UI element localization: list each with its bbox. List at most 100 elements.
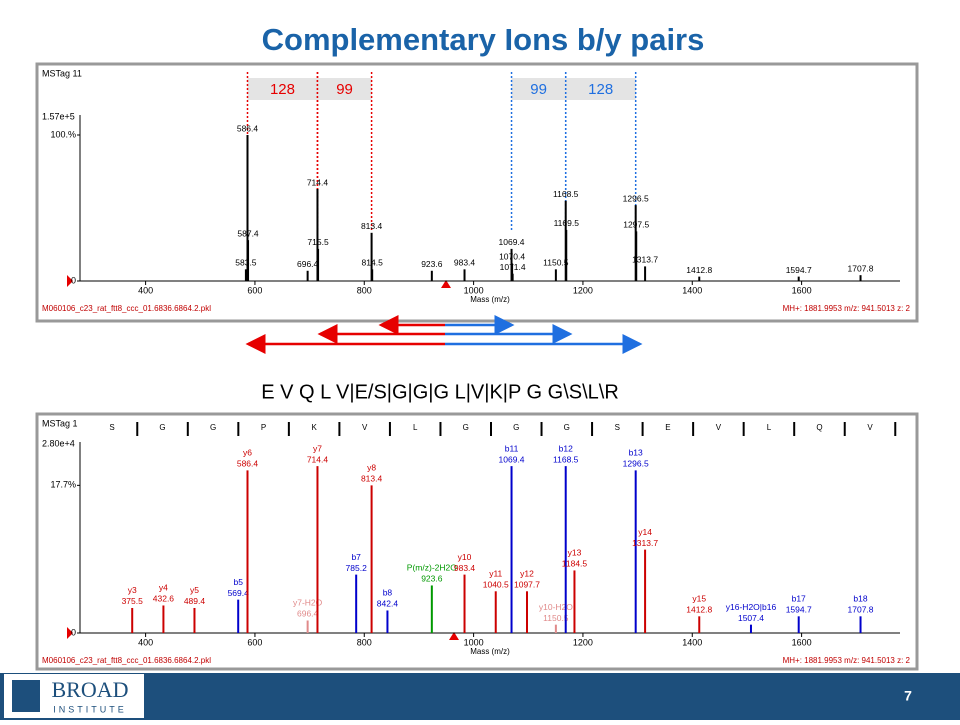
peak-label: 1069.4 [499, 454, 525, 464]
precursor-marker [449, 632, 459, 640]
y-max-label: 1.57e+5 [42, 111, 75, 121]
peak-label: 1707.8 [848, 605, 874, 615]
peak-label: 489.4 [184, 596, 206, 606]
peak-label: 1412.8 [686, 605, 712, 615]
ion-label: y7-H2O [293, 598, 323, 608]
gap-label: 99 [336, 81, 353, 98]
peak-label: 1594.7 [786, 605, 812, 615]
residue: G [159, 423, 165, 432]
x-axis-label: Mass (m/z) [470, 295, 510, 304]
peak-label: 1097.7 [514, 580, 540, 590]
x-tick-label: 1200 [573, 637, 593, 647]
x-tick-label: 1000 [464, 637, 484, 647]
peak-label: 983.4 [454, 563, 476, 573]
peak-label: 1297.5 [623, 220, 649, 230]
peak-label: 1507.4 [738, 613, 764, 623]
ion-label: y10 [458, 552, 472, 562]
peak-label: 813.4 [361, 221, 383, 231]
peak-label: 714.4 [307, 454, 329, 464]
y-tick-label: 100.% [50, 129, 76, 139]
slide-title: Complementary Ions b/y pairs [262, 22, 705, 57]
ion-label: y13 [568, 548, 582, 558]
logo-name: BROAD [51, 677, 128, 702]
peak-label: 715.5 [307, 237, 329, 247]
x-tick-label: 600 [247, 285, 262, 295]
ion-label: y8 [367, 463, 376, 473]
ion-label: y7 [313, 443, 322, 453]
peak-label: 785.2 [346, 563, 368, 573]
peak-label: 1296.5 [623, 459, 649, 469]
ion-label: b8 [383, 588, 393, 598]
peak-label: 1150.5 [543, 258, 569, 268]
residue: V [716, 423, 722, 432]
peak-label: 923.6 [421, 574, 443, 584]
residue: G [463, 423, 469, 432]
peak-label: 1184.5 [562, 559, 588, 569]
peak-label: 586.4 [237, 123, 259, 133]
residue: S [615, 423, 620, 432]
ion-label: b7 [351, 552, 361, 562]
spectrum-header: MSTag 11 [42, 68, 82, 78]
peak-label: 586.4 [237, 459, 259, 469]
peak-label: 1296.5 [623, 193, 649, 203]
x-tick-label: 800 [357, 285, 372, 295]
y-max-label: 2.80e+4 [42, 438, 75, 448]
ion-label: y16-H2O|b16 [726, 602, 777, 612]
peak-label: 1069.4 [499, 237, 525, 247]
precursor-info: MH+: 1881.9953 m/z: 941.5013 z: 2 [783, 656, 911, 665]
x-tick-label: 400 [138, 637, 153, 647]
peak-label: 1169.5 [554, 218, 580, 228]
residue: E [665, 423, 670, 432]
spectrum-frame [35, 412, 919, 671]
peptide-sequence: E V Q L V|E/S|G|G|G L|V|K|P G G\S\L\R [261, 381, 619, 403]
ion-label: y3 [128, 585, 137, 595]
y-tick-label: 0 [71, 627, 76, 637]
ion-label: y10-H2O [539, 602, 573, 612]
ion-label: y4 [159, 583, 168, 593]
peak-label: 1168.5 [553, 189, 579, 199]
arrows [245, 315, 643, 354]
y-tick-label: 17.7% [50, 480, 76, 490]
ion-label: y14 [638, 527, 652, 537]
peak-label: 1412.8 [686, 265, 712, 275]
y-tick-label: 0 [71, 275, 76, 285]
peak-label: 814.5 [362, 258, 384, 268]
peak-label: 714.4 [307, 177, 329, 187]
residue: S [109, 423, 114, 432]
peak-label: 1313.7 [632, 255, 658, 265]
peak-label: 1707.8 [848, 263, 874, 273]
x-tick-label: 1000 [464, 285, 484, 295]
x-tick-label: 600 [247, 637, 262, 647]
residue: G [564, 423, 570, 432]
gap-box [511, 78, 566, 100]
footer-bar [0, 673, 960, 720]
file-name: M060106_c23_rat_ftt8_ccc_01.6836.6864.2.… [42, 656, 211, 665]
x-tick-label: 1400 [682, 285, 702, 295]
gap-label: 99 [530, 81, 547, 98]
gap-box [317, 78, 372, 100]
ion-label: b11 [505, 443, 519, 453]
file-name: M060106_c23_rat_ftt8_ccc_01.6836.6864.2.… [42, 304, 211, 313]
gap-label: 128 [588, 81, 613, 98]
peak-label: 1150.5 [543, 613, 569, 623]
peak-label: 813.4 [361, 474, 383, 484]
precursor-info: MH+: 1881.9953 m/z: 941.5013 z: 2 [783, 304, 911, 313]
ion-label: b17 [792, 594, 806, 604]
peak-label: 842.4 [377, 599, 399, 609]
residue: G [513, 423, 519, 432]
peak-label: 1594.7 [786, 265, 812, 275]
origin-marker [67, 275, 73, 287]
ion-label: b13 [629, 448, 643, 458]
precursor-marker [441, 280, 451, 288]
x-tick-label: 1600 [792, 637, 812, 647]
residue: P [261, 423, 266, 432]
residue: G [210, 423, 216, 432]
peak-label: 1168.5 [553, 454, 579, 464]
gap-box [247, 78, 318, 100]
peak-label: 1313.7 [632, 538, 658, 548]
residue: Q [816, 423, 822, 432]
peak-label: 432.6 [153, 594, 175, 604]
residue: L [767, 423, 772, 432]
